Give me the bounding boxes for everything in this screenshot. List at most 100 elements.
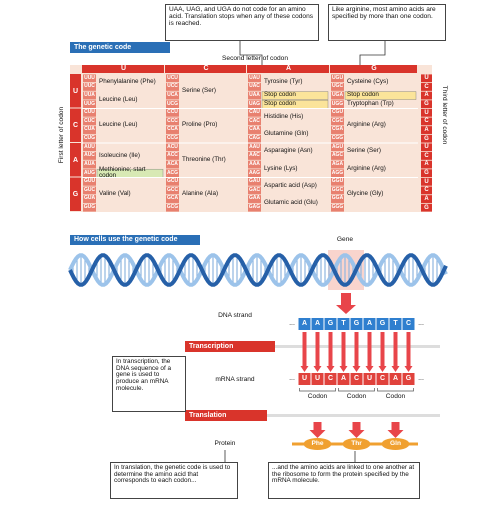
amino-acid: Stop codon bbox=[264, 99, 296, 107]
pair-arrow bbox=[300, 332, 309, 372]
amino-acid: Phenylalanine (Phe) bbox=[99, 78, 156, 86]
translate-arrow bbox=[309, 422, 326, 438]
codon: GCC bbox=[166, 186, 179, 193]
codon: GUA bbox=[83, 195, 96, 202]
third-letter: C bbox=[424, 187, 429, 194]
ellipsis: ... bbox=[289, 375, 295, 383]
codon: AAA bbox=[249, 160, 260, 167]
third-letter-bg bbox=[421, 117, 432, 126]
third-letter: G bbox=[424, 101, 429, 108]
row-header: C bbox=[72, 122, 79, 130]
amino-acid: Aspartic acid (Asp) bbox=[264, 181, 317, 189]
codon-bg bbox=[248, 195, 261, 203]
third-letter-bg bbox=[421, 74, 432, 83]
codon-bg bbox=[331, 108, 344, 117]
codon: CGA bbox=[331, 126, 344, 133]
amino-acid: Stop codon bbox=[264, 91, 296, 99]
amino-acid: Histidine (His) bbox=[264, 112, 304, 120]
section-title: How cells use the genetic code bbox=[70, 235, 200, 245]
codon: GCA bbox=[166, 195, 179, 202]
dna-base: A bbox=[301, 320, 308, 328]
dna-base-bg bbox=[350, 318, 363, 330]
ellipsis: ... bbox=[418, 375, 424, 383]
codon-bg bbox=[166, 91, 179, 100]
dna-base-bg bbox=[324, 318, 337, 330]
column-header: A bbox=[285, 65, 292, 73]
codon: CUA bbox=[84, 126, 95, 133]
codon: UGU bbox=[331, 74, 344, 81]
third-letter: A bbox=[424, 195, 429, 202]
amino-acid: Serine (Ser) bbox=[347, 147, 381, 155]
codon: GGG bbox=[331, 204, 344, 211]
third-letter-bg bbox=[421, 134, 432, 143]
codon: CUC bbox=[84, 117, 95, 124]
codon-bg bbox=[83, 108, 96, 117]
codon-bg bbox=[331, 143, 344, 152]
dna-base-bg bbox=[311, 318, 324, 330]
codon: ACC bbox=[167, 152, 178, 159]
row-header-bg bbox=[70, 143, 81, 177]
third-letter-bg bbox=[421, 160, 432, 169]
translate-arrow bbox=[348, 422, 365, 438]
axis-label: Second letter of codon bbox=[222, 55, 288, 63]
amino-acid: Serine (Ser) bbox=[182, 86, 216, 94]
codon-bg bbox=[331, 177, 344, 186]
codon-bg bbox=[83, 74, 96, 83]
dna-base: G bbox=[353, 320, 360, 328]
third-letter-bg bbox=[421, 126, 432, 134]
codon-bg bbox=[166, 134, 179, 143]
codon: GAC bbox=[248, 186, 261, 193]
third-letter: C bbox=[424, 83, 429, 90]
third-letter: A bbox=[424, 161, 429, 168]
section-title: The genetic code bbox=[70, 42, 170, 53]
codon-bg bbox=[331, 117, 344, 126]
amino-acid: Isoleucine (Ile) bbox=[99, 151, 140, 159]
row-header-bg bbox=[70, 74, 81, 108]
third-letter-bg bbox=[421, 108, 432, 117]
column-header-bg bbox=[165, 65, 246, 73]
codon: AAU bbox=[249, 143, 260, 150]
row-header-bg bbox=[70, 177, 81, 211]
helix-strand bbox=[68, 253, 448, 287]
mrna-base-bg bbox=[376, 373, 389, 385]
axis-label: Third letter of codon bbox=[441, 85, 449, 145]
codon-bg bbox=[248, 186, 261, 195]
codon-bg bbox=[83, 134, 96, 143]
third-letter-bg bbox=[421, 169, 432, 178]
codon: AUG bbox=[83, 169, 96, 176]
amino-acid: Thr bbox=[351, 439, 362, 447]
codon-bg bbox=[166, 186, 179, 195]
codon: UGA bbox=[331, 91, 344, 98]
ellipsis: ... bbox=[418, 320, 424, 328]
amino-acid: Phe bbox=[311, 439, 324, 447]
codon-bg bbox=[331, 169, 344, 178]
codon: ACU bbox=[167, 143, 178, 150]
amino-acid: Gln bbox=[390, 439, 401, 447]
mrna-base-bg bbox=[350, 373, 363, 385]
codon-bg bbox=[331, 186, 344, 195]
codon: AUU bbox=[84, 143, 95, 150]
codon: UUU bbox=[84, 74, 95, 81]
third-letter: C bbox=[424, 118, 429, 125]
codon-bg bbox=[166, 100, 179, 109]
dna-base: T bbox=[393, 320, 398, 328]
codon-bg bbox=[166, 126, 179, 134]
codon-bracket bbox=[299, 388, 336, 392]
codon-bg bbox=[166, 152, 179, 160]
process-line bbox=[185, 345, 440, 348]
codon-bg bbox=[83, 83, 96, 91]
amino-acid: Glutamic acid (Glu) bbox=[264, 199, 318, 207]
helix-strand bbox=[68, 253, 448, 287]
codon-bg bbox=[166, 203, 179, 212]
column-header: G bbox=[371, 65, 377, 73]
third-letter-bg bbox=[421, 186, 432, 195]
codon: CGU bbox=[331, 109, 344, 116]
amino-acid: Cysteine (Cys) bbox=[347, 78, 389, 86]
third-letter: U bbox=[424, 109, 429, 116]
codon: CUU bbox=[84, 109, 95, 116]
codon: AAC bbox=[249, 152, 260, 159]
third-letter-bg bbox=[421, 143, 432, 152]
codon-bg bbox=[166, 108, 179, 117]
translate-arrow bbox=[387, 422, 404, 438]
